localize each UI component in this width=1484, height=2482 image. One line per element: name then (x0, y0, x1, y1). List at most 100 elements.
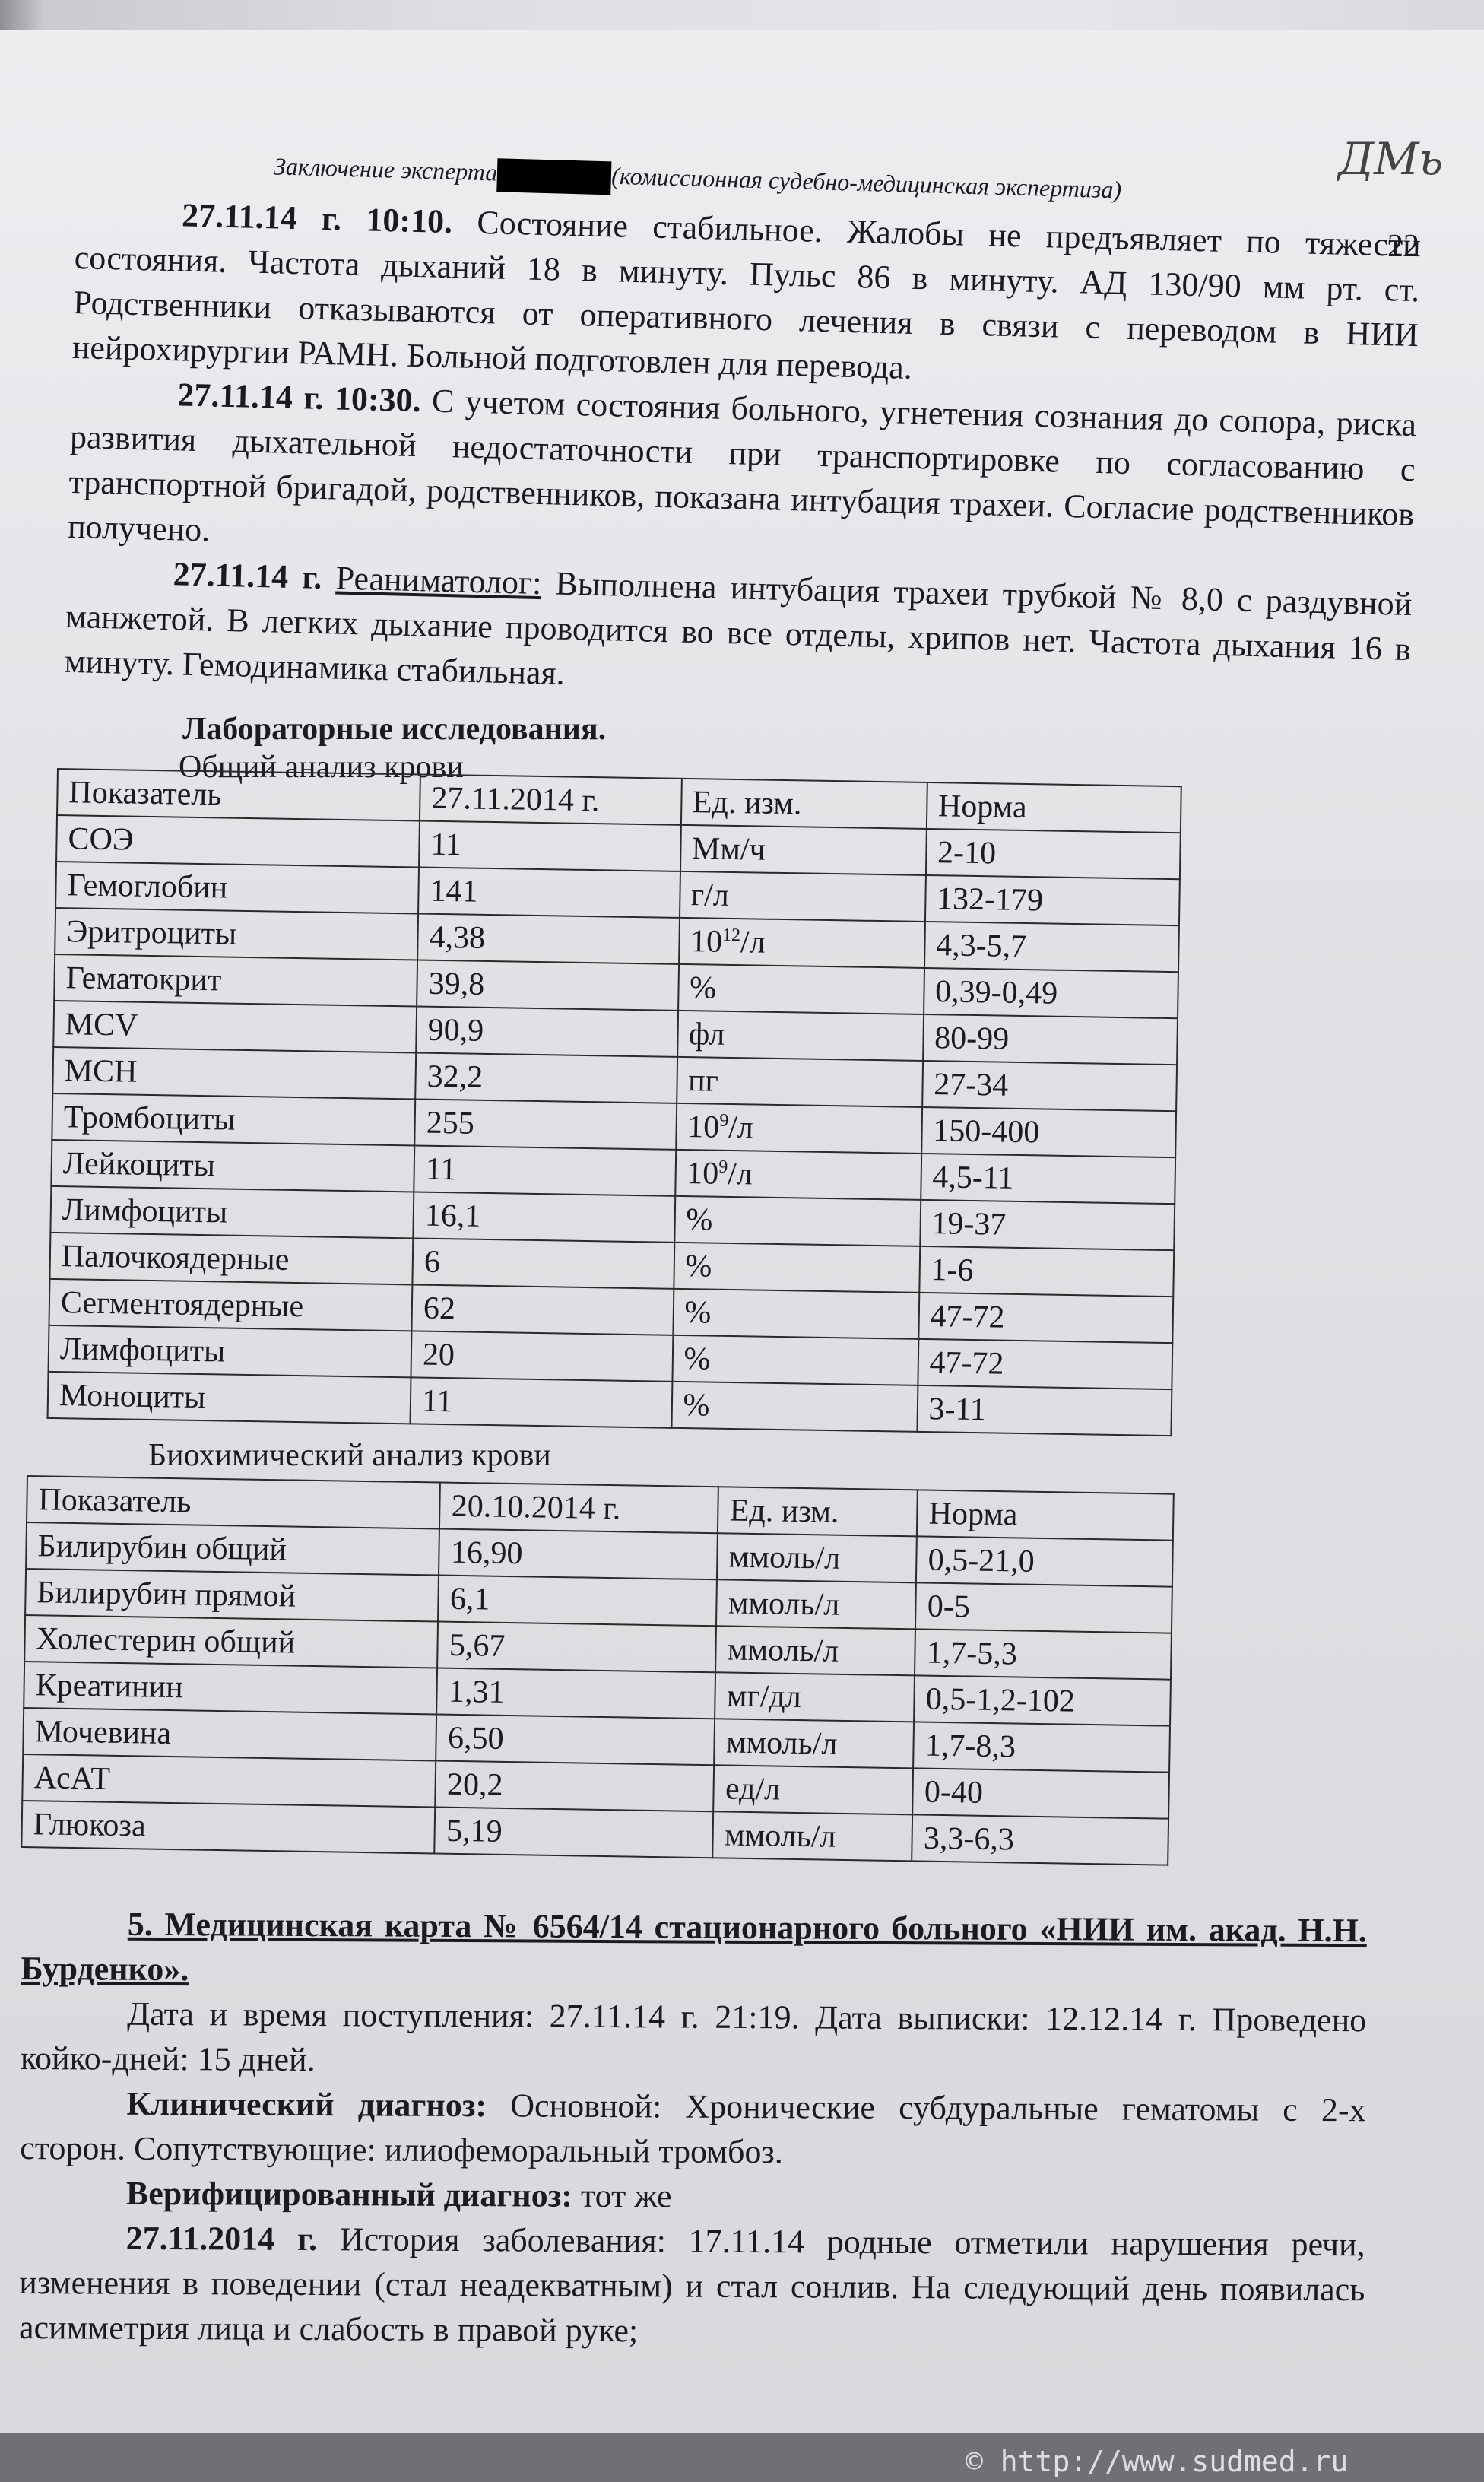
table-cell: 0,39-0,49 (923, 967, 1178, 1019)
table-cell: 32,2 (415, 1052, 677, 1103)
table-cell: 4,3-5,7 (924, 921, 1179, 973)
table-cell: Мм/ч (680, 824, 927, 875)
table-cell: г/л (679, 871, 926, 922)
table-cell: 4,5-11 (920, 1153, 1176, 1204)
biochem-table: Показатель 20.10.2014 г. Ед. изм. Норма Били… (21, 1475, 1175, 1866)
table-cell: 90,9 (416, 1006, 678, 1057)
paragraph-text: Верифицированный диагноз: (125, 2174, 573, 2214)
table-cell: 6,50 (436, 1714, 715, 1766)
table-cell: MCH (52, 1046, 417, 1100)
table-cell: ммоль/л (714, 1719, 915, 1769)
paragraph-text (322, 559, 336, 596)
table-cell: 3-11 (917, 1385, 1172, 1436)
table-cell: Креатинин (24, 1661, 438, 1715)
table-cell: 2-10 (925, 828, 1181, 880)
table-cell: ммоль/л (715, 1626, 916, 1676)
table-cell: Тромбоциты (52, 1093, 416, 1146)
table-cell: фл (677, 1010, 924, 1061)
table-cell: СОЭ (56, 815, 420, 868)
table-cell: мг/дл (715, 1672, 915, 1722)
table-cell: 0,5-1,2-102 (914, 1675, 1171, 1726)
paragraph: 5. Медицинская карта № 6564/14 стационар… (21, 1901, 1367, 1998)
table-cell: 141 (418, 867, 680, 918)
table-cell: ммоль/л (717, 1533, 918, 1583)
table-cell: Палочкоядерные (49, 1232, 414, 1285)
paragraph-text: Дата и время поступления: 27.11.14 г. 21… (20, 1995, 1367, 2079)
watermark: © http://www.sudmed.ru (966, 2445, 1349, 2478)
table-cell: Моноциты (47, 1371, 411, 1424)
paragraph: Клинический диагноз: Основной: Хроническ… (20, 2080, 1366, 2177)
table-cell: Глюкоза (21, 1800, 436, 1854)
paragraph-text: 27.11.2014 г. (125, 2219, 318, 2258)
table-cell: 6,1 (438, 1575, 718, 1627)
table-cell: 11 (419, 820, 681, 871)
bottom-paragraphs: 5. Медицинская карта № 6564/14 стационар… (19, 1901, 1367, 2357)
table-cell: Эритроциты (55, 907, 419, 960)
paragraph-text: тот же (572, 2176, 672, 2215)
table-cell: Гематокрит (54, 954, 418, 1007)
table-cell: Билирубин общий (26, 1522, 440, 1576)
table-cell: 0,5-21,0 (916, 1536, 1173, 1587)
table-cell: 47-72 (918, 1292, 1174, 1344)
paragraph: 27.11.14 г. 10:10. Состояние стабильное.… (71, 190, 1421, 402)
document-page (0, 30, 1484, 2449)
table-cell: 255 (414, 1099, 677, 1150)
paragraph: 27.11.2014 г. История заболевания: 17.11… (19, 2215, 1365, 2357)
lab-section-title: Лабораторные исследования. (182, 712, 607, 747)
table-cell: 1-6 (918, 1246, 1175, 1297)
table-cell: 5,67 (437, 1621, 717, 1673)
column-header: Норма (926, 782, 1181, 833)
table-cell: 109/л (674, 1149, 921, 1200)
page-number: 22 (1387, 229, 1419, 264)
table-cell: пг (676, 1056, 923, 1107)
table-cell: 6 (412, 1238, 674, 1289)
column-header: Показатель (57, 769, 421, 821)
table-cell: % (674, 1195, 921, 1246)
table-cell: % (677, 963, 924, 1014)
column-header: Ед. изм. (718, 1487, 918, 1537)
table-cell: Сегментоядерные (49, 1278, 413, 1331)
table-cell: 20,2 (435, 1760, 715, 1812)
table-cell: Мочевина (23, 1707, 437, 1761)
table-cell: 11 (410, 1377, 672, 1428)
table-cell: MCV (53, 1000, 417, 1053)
paragraph-text: 27.11.14 г. (173, 555, 323, 597)
column-header: 27.11.2014 г. (420, 774, 682, 825)
table-cell: 5,19 (434, 1807, 714, 1858)
table-cell: 3,3-6,3 (912, 1814, 1169, 1865)
table-cell: 27-34 (921, 1060, 1178, 1112)
table-cell: 109/л (675, 1103, 922, 1154)
paragraph-text: 27.11.14 г. 10:10. (181, 196, 453, 241)
paragraph: Верифицированный диагноз: тот же (20, 2170, 1365, 2222)
column-header: Показатель (27, 1476, 441, 1529)
table-cell: Билирубин прямой (25, 1569, 439, 1622)
table-cell: Лейкоциты (51, 1139, 415, 1192)
redaction-box (496, 158, 612, 195)
column-header: Ед. изм. (680, 778, 928, 829)
table-cell: 20 (411, 1331, 673, 1382)
table-cell: 150-400 (921, 1106, 1177, 1158)
table-cell: % (673, 1242, 920, 1293)
table-cell: 62 (411, 1284, 674, 1335)
table-cell: 19-37 (919, 1199, 1175, 1251)
table-cell: 1,7-5,3 (915, 1629, 1172, 1680)
paragraph-text: Реаниматолог: (335, 559, 543, 602)
table-cell: 11 (414, 1145, 676, 1196)
table-cell: 16,90 (439, 1528, 718, 1580)
table-cell: 1,31 (436, 1668, 716, 1719)
paragraph: Дата и время поступления: 27.11.14 г. 21… (21, 1991, 1367, 2087)
table-cell: ед/л (713, 1765, 914, 1815)
header-text-before: Заключение эксперта (273, 152, 498, 186)
table-cell: 0-5 (915, 1582, 1172, 1633)
table-cell: 47-72 (918, 1338, 1173, 1390)
table-cell: 1,7-8,3 (913, 1722, 1171, 1773)
table-cell: 132-179 (924, 874, 1180, 926)
table-cell: 39,8 (417, 960, 679, 1011)
table-cell: АсАТ (22, 1754, 436, 1808)
table-cell: Гемоглобин (55, 862, 420, 914)
table-cell: 16,1 (413, 1192, 675, 1243)
table-cell: 1012/л (678, 917, 925, 968)
table-cell: 4,38 (417, 913, 680, 964)
table-cell: % (672, 1288, 919, 1339)
table-cell: Холестерин общий (24, 1614, 439, 1668)
